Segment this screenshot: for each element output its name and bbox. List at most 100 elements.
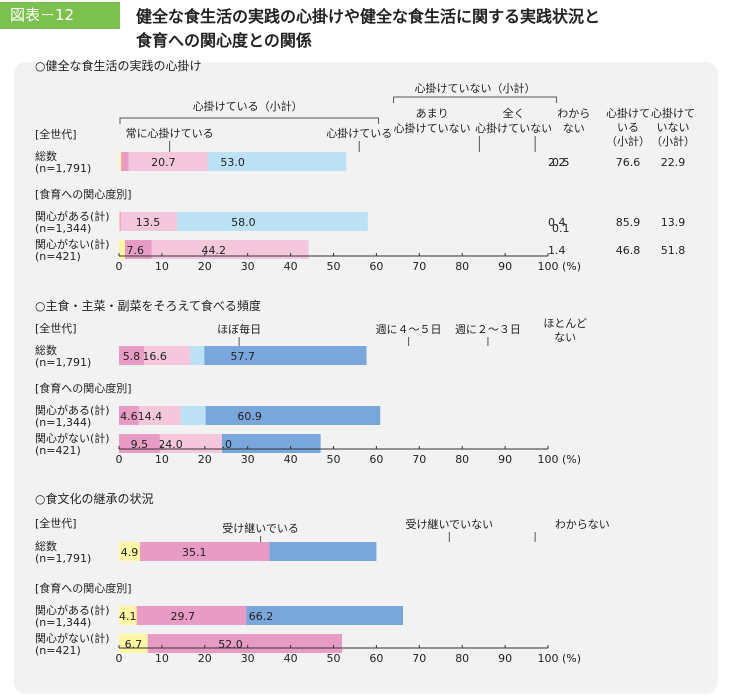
data-label: 52.0 — [218, 638, 243, 651]
panel-title: ○健全な食生活の実践の心掛け — [35, 58, 201, 73]
x-tick-label: 0 — [116, 260, 123, 273]
row-n-label: (n=1,791) — [35, 356, 91, 369]
bar-segment — [119, 542, 141, 561]
row-label: 関心がある(計) — [35, 603, 110, 617]
x-tick-label: 40 — [284, 652, 298, 665]
data-label: 66.2 — [249, 610, 274, 623]
figure-header: 図表－12 健全な食生活の実践の心掛けや健全な食生活に関する実践状況と 食育への… — [0, 0, 730, 60]
subtotal-value: 76.6 — [616, 156, 641, 169]
row-label: 関心がない(計) — [35, 237, 110, 251]
series-label: ない — [554, 331, 576, 344]
data-label: 53.0 — [220, 156, 245, 169]
title-line-2: 食育への関心度との関係 — [136, 31, 312, 50]
x-tick-label: 30 — [241, 453, 255, 466]
figure-label: 図表－12 — [0, 2, 120, 29]
x-tick-label: 60 — [369, 260, 383, 273]
x-tick-label: 100 — [538, 260, 559, 273]
series-label: 心掛けている — [326, 126, 392, 140]
subtotal-header: （小計） — [651, 134, 695, 148]
data-label: 57.7 — [231, 350, 256, 363]
row-label: 総数 — [35, 149, 57, 163]
bar-segment — [119, 606, 137, 625]
series-label: 受け継いでいる — [222, 521, 299, 535]
bar-segment — [119, 152, 208, 171]
series-label: 受け継いでいない — [405, 517, 493, 531]
bar-segment — [119, 212, 177, 231]
row-n-label: (n=1,791) — [35, 162, 91, 175]
x-tick-label: 20 — [198, 652, 212, 665]
series-label: ない — [563, 122, 585, 135]
series-label: 心掛けていない — [394, 121, 471, 135]
x-tick-label: 90 — [498, 260, 512, 273]
group-label: [全世代] — [35, 321, 77, 335]
row-n-label: (n=421) — [35, 444, 81, 457]
x-tick-label: 40 — [284, 260, 298, 273]
bar-segment — [119, 212, 368, 231]
data-label: 5.8 — [123, 350, 141, 363]
axis-unit: (%) — [562, 260, 581, 273]
data-label: 0.4 — [548, 216, 566, 229]
bar-segment — [119, 240, 126, 259]
data-label: 4.6 — [120, 410, 138, 423]
subtotal-value: 46.8 — [616, 244, 641, 257]
x-tick-label: 30 — [241, 260, 255, 273]
data-label: 4.1 — [119, 610, 137, 623]
bar-segment — [119, 152, 129, 171]
subtotal-value: 22.9 — [661, 156, 686, 169]
bar-segment — [119, 240, 309, 259]
data-label: 16.6 — [142, 350, 167, 363]
bar-segment — [119, 542, 270, 561]
series-label: 全く — [503, 106, 525, 120]
row-label: 関心がない(計) — [35, 631, 110, 645]
data-label: 1.4 — [548, 244, 566, 257]
x-tick-label: 70 — [412, 652, 426, 665]
subtotal-header: 心掛けて — [651, 106, 695, 120]
data-label: 0.5 — [552, 156, 570, 169]
group-label: [全世代] — [35, 127, 77, 141]
bracket-label: 心掛けている（小計） — [193, 99, 303, 113]
bracket-label: 心掛けていない（小計） — [415, 81, 536, 95]
x-tick-label: 20 — [198, 453, 212, 466]
data-label: 7.6 — [127, 244, 145, 257]
data-label: 13.5 — [136, 216, 161, 229]
x-tick-label: 80 — [455, 260, 469, 273]
series-label: ほぼ毎日 — [217, 323, 261, 336]
x-tick-label: 0 — [116, 652, 123, 665]
series-label: あまり — [416, 107, 449, 120]
subtotal-header: 心掛けて — [606, 106, 650, 120]
row-n-label: (n=1,344) — [35, 616, 91, 629]
data-label: 20.7 — [151, 156, 176, 169]
bar-segment — [119, 212, 120, 231]
axis-unit: (%) — [562, 453, 581, 466]
x-tick-label: 80 — [455, 453, 469, 466]
x-tick-label: 90 — [498, 453, 512, 466]
subtotal-header: いる — [617, 121, 639, 134]
bar-segment — [119, 434, 160, 453]
x-tick-label: 40 — [284, 453, 298, 466]
data-label: 9.5 — [131, 438, 149, 451]
data-label: 29.7 — [170, 610, 195, 623]
x-tick-label: 0 — [116, 453, 123, 466]
data-label: 6.7 — [125, 638, 143, 651]
x-tick-label: 60 — [369, 652, 383, 665]
x-tick-label: 70 — [412, 453, 426, 466]
bracket-line — [393, 96, 558, 103]
bar-segment — [119, 606, 247, 625]
row-n-label: (n=421) — [35, 644, 81, 657]
series-label: 心掛けていない — [475, 121, 552, 135]
x-tick-label: 10 — [155, 652, 169, 665]
x-tick-label: 90 — [498, 652, 512, 665]
bar-segment — [119, 152, 122, 171]
data-label: 60.9 — [237, 410, 262, 423]
row-label: 関心がない(計) — [35, 431, 110, 445]
bar-segment — [119, 346, 144, 365]
data-label: 58.0 — [231, 216, 256, 229]
subtotal-value: 13.9 — [661, 216, 686, 229]
row-n-label: (n=1,791) — [35, 552, 91, 565]
x-tick-label: 100 — [538, 652, 559, 665]
data-label: 24.0 — [158, 438, 183, 451]
x-tick-label: 50 — [327, 453, 341, 466]
subtotal-header: （小計） — [606, 134, 650, 148]
x-tick-label: 70 — [412, 260, 426, 273]
